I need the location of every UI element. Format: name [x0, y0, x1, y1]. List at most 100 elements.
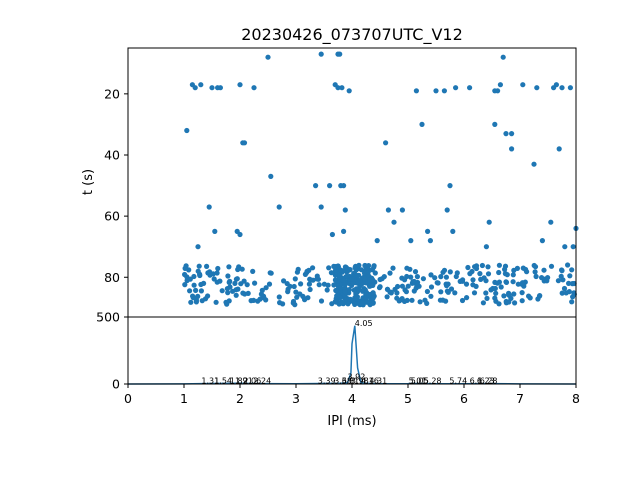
scatter-point: [401, 298, 408, 304]
scatter-point: [377, 284, 383, 290]
peak-label: 3.68: [334, 376, 352, 385]
scatter-point: [390, 265, 396, 271]
scatter-point: [318, 51, 324, 57]
scatter-point: [305, 295, 311, 301]
scatter-point: [225, 273, 231, 279]
scatter-point: [335, 85, 341, 91]
scatter-point: [338, 285, 344, 291]
x-axis-label: IPI (ms): [327, 414, 376, 429]
scatter-point: [506, 299, 512, 305]
scatter-point: [537, 293, 543, 299]
scatter-point: [205, 270, 211, 276]
scatter-point: [187, 288, 193, 294]
peak-label: 4.16: [361, 376, 379, 385]
scatter-point: [363, 295, 369, 301]
scatter-point: [490, 285, 496, 292]
scatter-point: [566, 280, 572, 286]
scatter-point: [190, 293, 196, 299]
scatter-point: [459, 278, 466, 284]
scatter-point: [509, 131, 515, 137]
scatter-point: [511, 291, 517, 297]
scatter-point: [195, 268, 201, 274]
scatter-point: [408, 238, 414, 244]
scatter-point: [569, 267, 575, 273]
scatter-point: [224, 301, 230, 307]
x-tick-label: 2: [236, 391, 244, 406]
histogram-panel: 1.311.541.821.912.062.24 3.393.683.813.92…: [96, 310, 580, 430]
scatter-point: [477, 271, 483, 277]
scatter-point: [351, 287, 357, 293]
scatter-point: [483, 290, 489, 296]
scatter-point: [318, 298, 325, 304]
scatter-point: [341, 183, 347, 189]
scatter-point: [212, 228, 218, 234]
peak-label: 1.91: [235, 376, 253, 385]
scatter-point: [368, 283, 374, 289]
scatter-point: [483, 244, 489, 250]
scatter-y-ticks: 20 40 60 80: [104, 86, 128, 285]
scatter-point: [187, 276, 193, 282]
scatter-point: [219, 288, 225, 294]
peak-label: 1.54: [214, 376, 232, 385]
scatter-point: [524, 269, 530, 275]
scatter-point: [570, 244, 576, 250]
scatter-point: [342, 207, 348, 213]
scatter-point: [240, 290, 246, 296]
scatter-point: [447, 183, 453, 189]
scatter-point: [565, 262, 571, 268]
scatter-point: [328, 270, 334, 276]
scatter-point: [502, 266, 508, 272]
peak-label: 6.28: [480, 376, 498, 385]
scatter-point: [359, 288, 365, 294]
scatter-point: [362, 262, 368, 269]
scatter-point: [281, 278, 287, 284]
scatter-point: [515, 281, 521, 287]
scatter-point: [520, 82, 526, 88]
scatter-point: [571, 280, 577, 287]
scatter-point: [241, 140, 248, 146]
scatter-point: [443, 274, 449, 280]
peak-labels: 1.311.541.821.912.062.24 3.393.683.813.92…: [201, 319, 497, 385]
scatter-point: [204, 263, 210, 269]
peak-label: 2.24: [253, 376, 271, 385]
scatter-point: [244, 282, 250, 288]
scatter-point: [433, 88, 439, 94]
scatter-point: [493, 298, 499, 304]
scatter-point: [413, 88, 419, 94]
scatter-point: [362, 276, 368, 282]
scatter-point: [276, 204, 282, 210]
scatter-point: [277, 300, 283, 306]
scatter-point: [510, 272, 516, 278]
scatter-point: [424, 288, 430, 295]
scatter-point: [255, 298, 261, 304]
scatter-point: [428, 272, 434, 278]
scatter-point: [337, 274, 343, 280]
scatter-point: [414, 274, 420, 280]
scatter-point: [191, 282, 197, 288]
scatter-point: [384, 286, 391, 292]
scatter-point: [465, 264, 471, 271]
peak-label: 1.82: [230, 376, 248, 385]
scatter-point: [337, 51, 343, 57]
scatter-point: [370, 290, 376, 296]
scatter-point: [265, 54, 271, 60]
scatter-point: [408, 274, 414, 280]
scatter-point: [419, 121, 425, 127]
scatter-point: [357, 277, 363, 284]
scatter-point: [402, 287, 408, 293]
scatter-point: [233, 287, 239, 293]
scatter-point: [285, 289, 291, 295]
scatter-point: [501, 293, 507, 299]
scatter-point: [411, 278, 417, 285]
scatter-point: [295, 266, 301, 272]
scatter-point: [413, 285, 419, 291]
scatter-point: [193, 287, 199, 293]
scatter-point: [226, 264, 232, 270]
scatter-point: [310, 277, 316, 283]
scatter-point: [420, 276, 426, 282]
scatter-point: [374, 238, 380, 244]
scatter-point: [225, 290, 231, 296]
scatter-point: [559, 85, 565, 91]
scatter-point: [340, 277, 346, 283]
scatter-point: [237, 82, 243, 88]
